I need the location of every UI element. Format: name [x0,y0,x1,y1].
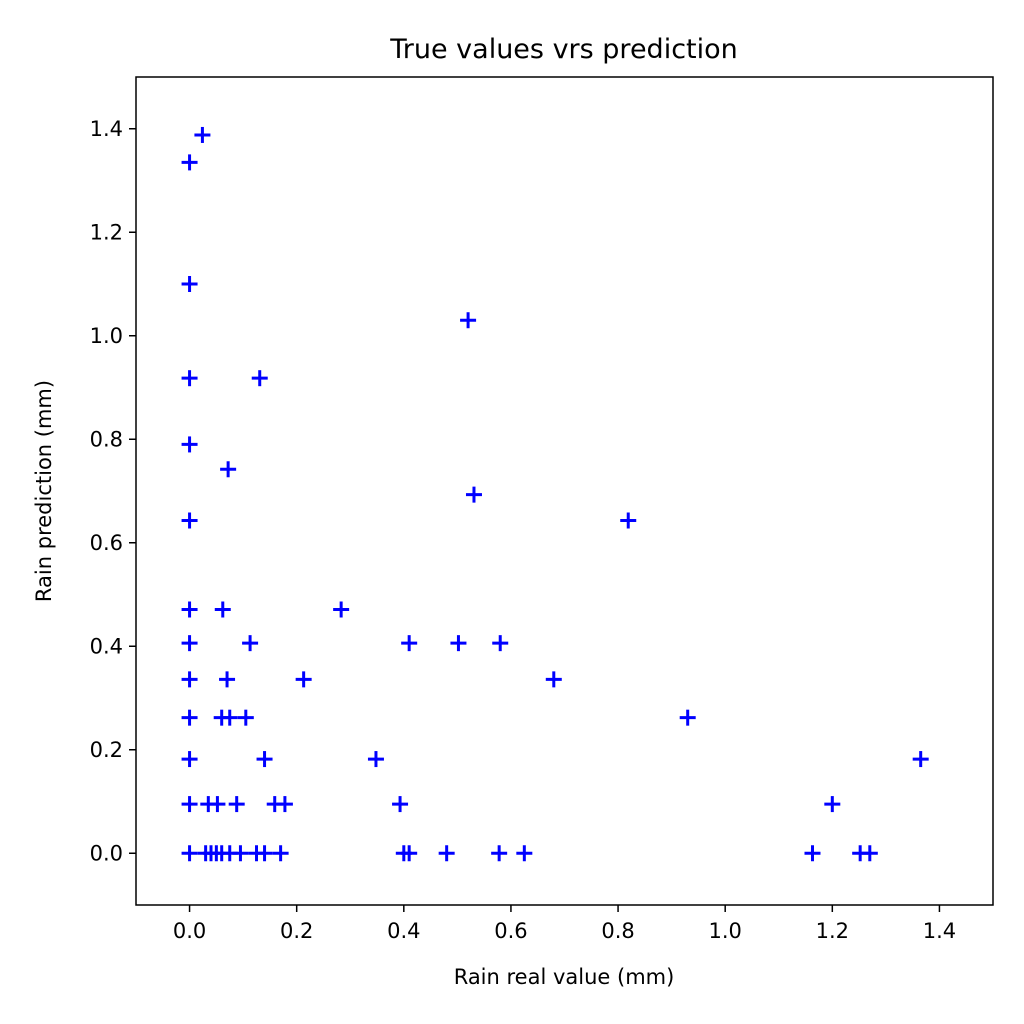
data-point [492,635,509,652]
x-tick-label: 1.4 [923,919,956,943]
y-tick-label: 0.0 [90,841,123,865]
data-point [679,709,696,726]
data-point [181,436,198,453]
x-tick-label: 1.2 [816,919,849,943]
data-point [232,845,249,862]
data-point [181,709,198,726]
data-point [181,845,198,862]
x-tick-label: 0.2 [280,919,313,943]
y-tick-label: 0.6 [90,531,123,555]
y-tick-label: 0.4 [90,634,123,658]
data-point [181,796,198,813]
data-points [181,126,929,862]
data-point [221,709,238,726]
data-point [491,845,508,862]
data-point [861,845,878,862]
x-tick-label: 1.0 [708,919,741,943]
data-point [465,486,482,503]
x-tick-label: 0.6 [494,919,527,943]
data-point [214,601,231,618]
data-point [181,601,198,618]
y-tick-label: 0.2 [90,738,123,762]
data-point [438,845,455,862]
data-point [237,709,254,726]
data-point [181,635,198,652]
data-point [295,671,312,688]
chart-title: True values vrs prediction [389,34,738,65]
data-point [276,796,293,813]
x-axis-ticks: 0.0 0.2 0.4 0.6 0.8 1.0 1.2 1.4 [173,905,956,943]
data-point [545,671,562,688]
x-tick-label: 0.4 [387,919,420,943]
x-tick-label: 0.0 [173,919,206,943]
data-point [367,751,384,768]
data-point [181,276,198,292]
data-point [620,512,637,529]
data-point [219,671,236,688]
data-point [228,796,245,813]
data-point [181,512,198,529]
data-point [450,635,467,652]
data-point [460,312,477,329]
data-point [256,751,273,768]
data-point [272,845,289,862]
x-axis-label: Rain real value (mm) [454,965,675,989]
y-tick-label: 1.4 [90,117,123,141]
plot-frame [135,76,994,906]
data-point [824,796,841,813]
data-point [516,845,533,862]
data-point [181,751,198,768]
data-point [912,751,929,768]
data-point [256,845,273,862]
data-point [181,154,198,171]
y-axis-label: Rain prediction (mm) [32,380,56,602]
data-point [804,845,821,862]
data-point [220,461,237,478]
data-point [333,601,350,618]
data-point [242,635,259,652]
y-tick-label: 0.8 [90,427,123,451]
data-point [209,796,226,813]
data-point [401,635,418,652]
y-tick-label: 1.2 [90,220,123,244]
data-point [401,845,418,862]
data-point [181,370,198,387]
data-point [194,126,211,143]
y-tick-label: 1.0 [90,324,123,348]
data-point [181,671,198,688]
x-tick-label: 0.8 [601,919,634,943]
data-point [251,370,268,387]
data-point [392,796,409,813]
y-axis-ticks: 0.0 0.2 0.4 0.6 0.8 1.0 1.2 1.4 [90,117,136,865]
